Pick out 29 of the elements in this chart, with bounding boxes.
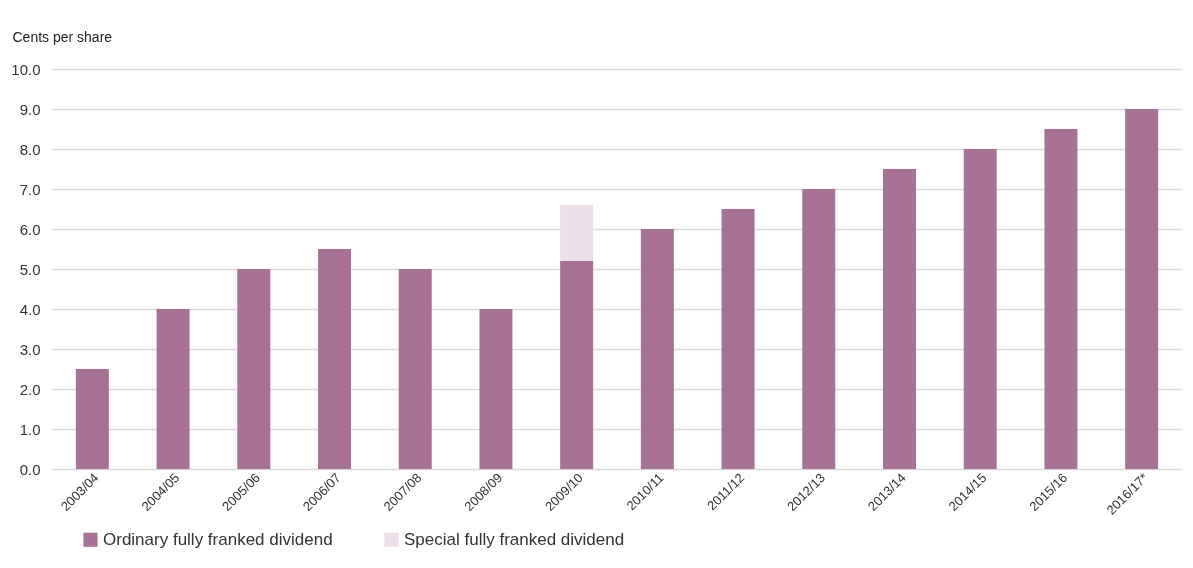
y-tick-label: 1.0 <box>19 420 41 438</box>
bar <box>883 169 916 469</box>
bar <box>721 209 755 469</box>
bar <box>560 205 594 261</box>
bar <box>75 369 109 469</box>
y-tick-label: 7.0 <box>19 180 41 198</box>
y-tick-label: 5.0 <box>19 260 41 278</box>
bar <box>479 309 513 469</box>
y-tick-label: 0.0 <box>19 460 41 478</box>
bar <box>398 269 432 469</box>
bar <box>237 269 271 469</box>
y-tick-label: 9.0 <box>19 100 41 118</box>
bar <box>318 249 351 469</box>
legend-label: Ordinary fully franked dividend <box>103 529 333 549</box>
y-tick-label: 10.0 <box>11 60 41 78</box>
legend-label: Special fully franked dividend <box>404 529 625 549</box>
bar <box>560 261 594 469</box>
y-tick-label: 2.0 <box>19 380 41 398</box>
bar <box>802 189 836 469</box>
bar <box>640 229 674 469</box>
bar <box>963 149 997 469</box>
bar <box>1044 129 1078 469</box>
y-tick-label: 4.0 <box>19 300 41 318</box>
bar <box>1125 109 1159 469</box>
y-tick-label: 6.0 <box>19 220 41 238</box>
bar <box>156 309 190 469</box>
y-tick-label: 8.0 <box>19 140 41 158</box>
y-axis-title: Cents per share <box>12 28 113 45</box>
y-tick-label: 3.0 <box>19 340 41 358</box>
